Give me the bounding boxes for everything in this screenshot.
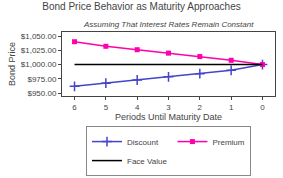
svg-text:$975.00: $975.00 — [27, 75, 56, 84]
svg-text:$1,050.00: $1,050.00 — [21, 32, 57, 41]
svg-text:Periods Until Maturity Date: Periods Until Maturity Date — [115, 112, 222, 122]
svg-text:2: 2 — [198, 103, 203, 112]
svg-text:Assuming That Interest Rates R: Assuming That Interest Rates Remain Cons… — [83, 20, 254, 29]
svg-text:$950.00: $950.00 — [27, 89, 56, 98]
svg-text:Face Value: Face Value — [127, 157, 167, 166]
svg-text:Bond Price Behavior as Maturit: Bond Price Behavior as Maturity Approach… — [42, 1, 240, 12]
svg-text:$1,000.00: $1,000.00 — [21, 60, 57, 69]
svg-text:Premium: Premium — [212, 138, 244, 147]
svg-text:6: 6 — [72, 103, 77, 112]
svg-text:4: 4 — [135, 103, 140, 112]
svg-text:0: 0 — [260, 103, 265, 112]
svg-text:Bond Price: Bond Price — [7, 42, 17, 86]
svg-text:Discount: Discount — [127, 138, 159, 147]
svg-text:5: 5 — [104, 103, 109, 112]
svg-text:$1,025.00: $1,025.00 — [21, 46, 57, 55]
svg-text:1: 1 — [229, 103, 234, 112]
svg-text:3: 3 — [166, 103, 171, 112]
